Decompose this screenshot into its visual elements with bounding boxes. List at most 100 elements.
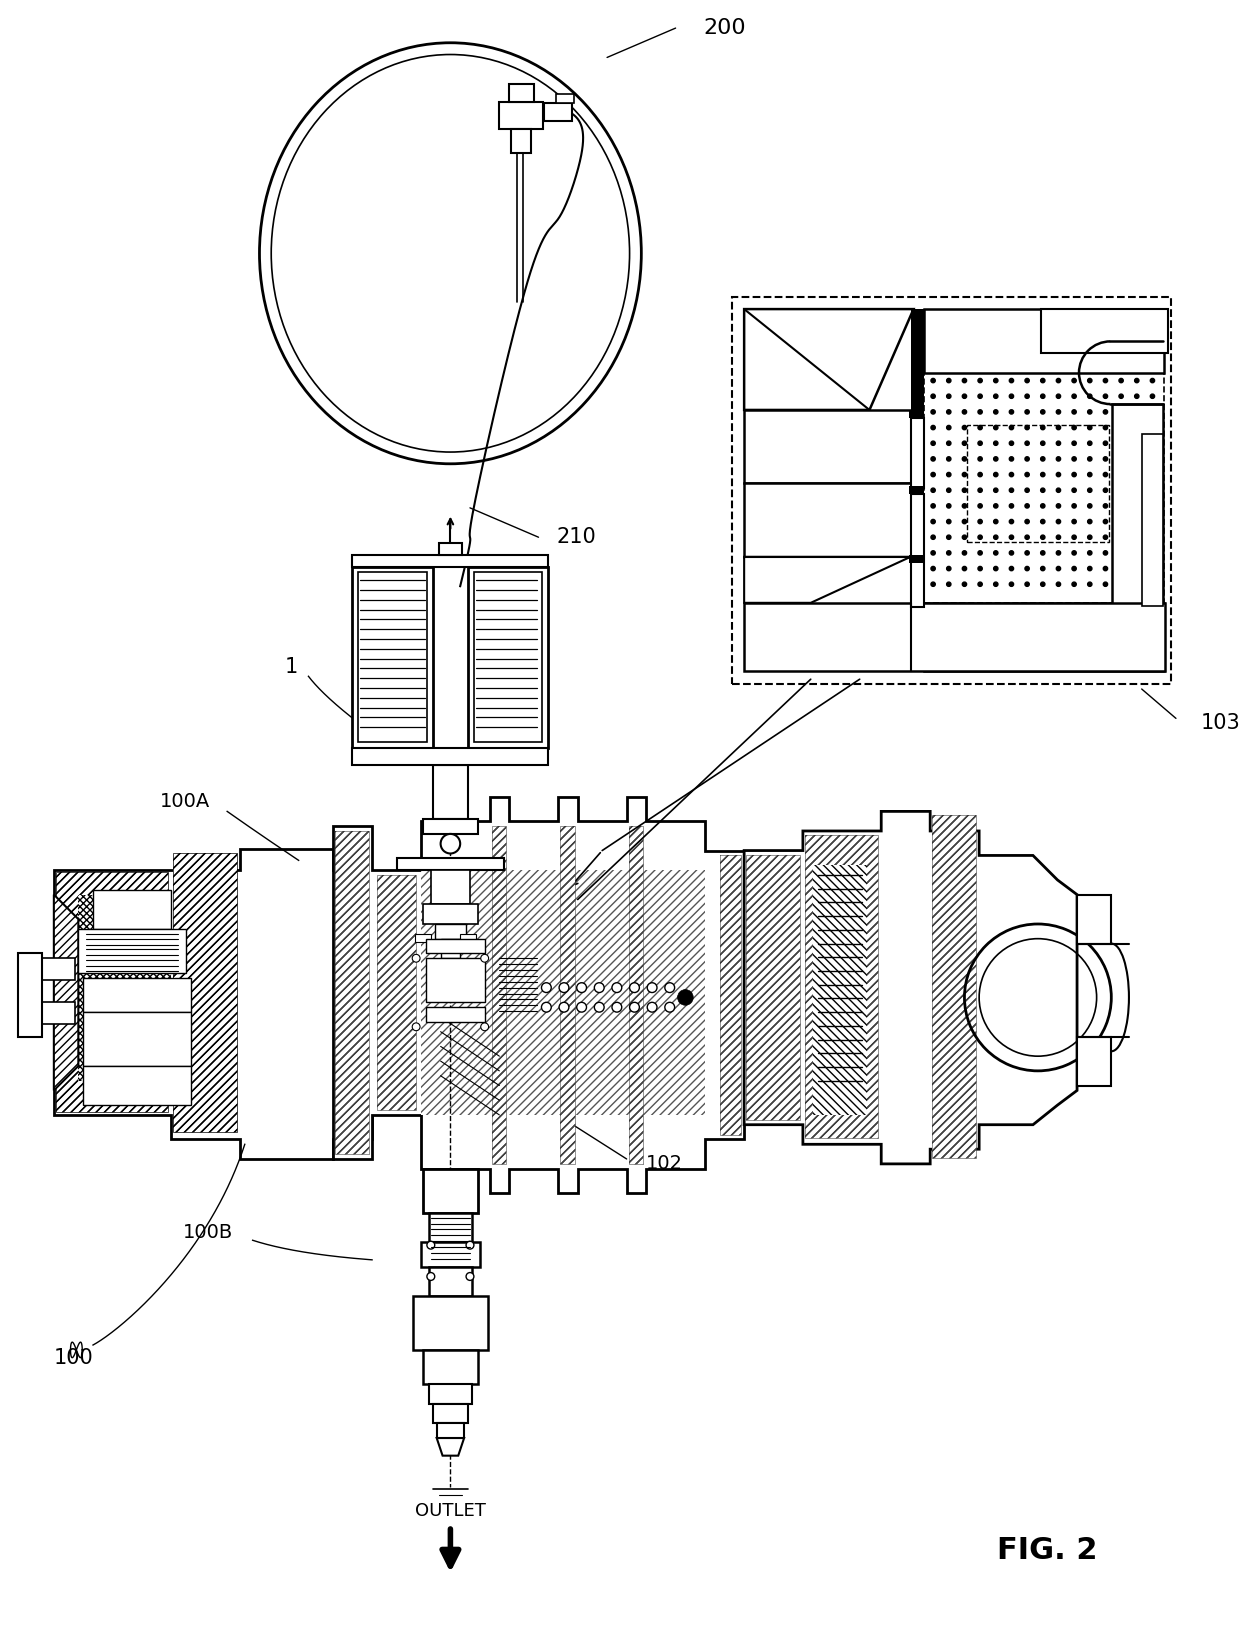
Bar bbox=[744, 483, 910, 557]
Circle shape bbox=[1087, 426, 1092, 430]
Circle shape bbox=[1135, 440, 1138, 445]
Circle shape bbox=[931, 426, 935, 430]
Circle shape bbox=[1135, 567, 1138, 570]
Circle shape bbox=[1025, 536, 1029, 539]
Bar bbox=[83, 978, 191, 1012]
Circle shape bbox=[931, 440, 935, 445]
Circle shape bbox=[613, 1002, 621, 1012]
Circle shape bbox=[1087, 519, 1092, 524]
Circle shape bbox=[1056, 457, 1060, 462]
Circle shape bbox=[1040, 473, 1045, 476]
Circle shape bbox=[1009, 394, 1013, 398]
Circle shape bbox=[1040, 394, 1045, 398]
Circle shape bbox=[993, 409, 998, 414]
Text: 102: 102 bbox=[646, 1155, 683, 1173]
Bar bbox=[397, 858, 505, 871]
Circle shape bbox=[1009, 473, 1013, 476]
Circle shape bbox=[1151, 409, 1154, 414]
Circle shape bbox=[1135, 582, 1138, 587]
Bar bbox=[425, 938, 485, 953]
Circle shape bbox=[1056, 536, 1060, 539]
Circle shape bbox=[1087, 457, 1092, 462]
Circle shape bbox=[647, 1002, 657, 1012]
Bar bbox=[335, 831, 370, 1153]
Circle shape bbox=[993, 504, 998, 508]
Circle shape bbox=[412, 955, 420, 963]
Circle shape bbox=[1056, 473, 1060, 476]
Circle shape bbox=[946, 488, 951, 493]
Bar bbox=[425, 958, 485, 1002]
Circle shape bbox=[466, 1240, 474, 1249]
Text: 1: 1 bbox=[285, 657, 299, 677]
Bar bbox=[436, 1423, 464, 1438]
Circle shape bbox=[993, 394, 998, 398]
Circle shape bbox=[978, 473, 982, 476]
Circle shape bbox=[931, 550, 935, 555]
Circle shape bbox=[1025, 550, 1029, 555]
Circle shape bbox=[1087, 504, 1092, 508]
Bar bbox=[1112, 404, 1163, 637]
Polygon shape bbox=[744, 309, 914, 411]
Circle shape bbox=[1071, 394, 1076, 398]
Circle shape bbox=[1056, 394, 1060, 398]
Bar bbox=[430, 871, 470, 904]
Circle shape bbox=[1151, 426, 1154, 430]
Circle shape bbox=[1009, 504, 1013, 508]
Circle shape bbox=[1025, 440, 1029, 445]
Bar bbox=[805, 835, 878, 1139]
Circle shape bbox=[1071, 567, 1076, 570]
Circle shape bbox=[1104, 378, 1107, 383]
Circle shape bbox=[1040, 582, 1045, 587]
Polygon shape bbox=[744, 812, 1078, 1163]
Ellipse shape bbox=[259, 43, 641, 463]
Bar bbox=[544, 104, 572, 122]
Text: FIG. 2: FIG. 2 bbox=[997, 1536, 1097, 1566]
Circle shape bbox=[946, 536, 951, 539]
Circle shape bbox=[542, 983, 552, 992]
Circle shape bbox=[1118, 582, 1123, 587]
Circle shape bbox=[1087, 550, 1092, 555]
Circle shape bbox=[1056, 582, 1060, 587]
Circle shape bbox=[931, 473, 935, 476]
Circle shape bbox=[978, 567, 982, 570]
Circle shape bbox=[427, 1273, 435, 1280]
Circle shape bbox=[1025, 378, 1029, 383]
Circle shape bbox=[978, 488, 982, 493]
Circle shape bbox=[440, 835, 460, 853]
Circle shape bbox=[1118, 426, 1123, 430]
Bar bbox=[352, 748, 548, 766]
Text: 103: 103 bbox=[1200, 713, 1240, 733]
Circle shape bbox=[1025, 394, 1029, 398]
Circle shape bbox=[559, 983, 569, 992]
Circle shape bbox=[931, 394, 935, 398]
Circle shape bbox=[1118, 440, 1123, 445]
Bar bbox=[78, 928, 186, 973]
Circle shape bbox=[1104, 536, 1107, 539]
Bar bbox=[910, 309, 924, 422]
Circle shape bbox=[647, 983, 657, 992]
Bar bbox=[629, 826, 644, 1163]
Circle shape bbox=[1087, 440, 1092, 445]
Circle shape bbox=[946, 378, 951, 383]
Circle shape bbox=[1151, 550, 1154, 555]
Circle shape bbox=[1151, 457, 1154, 462]
Circle shape bbox=[1071, 582, 1076, 587]
Circle shape bbox=[962, 582, 967, 587]
Bar bbox=[423, 1168, 477, 1213]
Circle shape bbox=[1025, 426, 1029, 430]
Bar bbox=[560, 826, 575, 1163]
Circle shape bbox=[594, 1002, 604, 1012]
Circle shape bbox=[978, 394, 982, 398]
Bar bbox=[83, 1066, 191, 1106]
Bar bbox=[352, 555, 548, 567]
Circle shape bbox=[1087, 567, 1092, 570]
Bar bbox=[429, 1383, 472, 1403]
Bar bbox=[358, 572, 427, 743]
Circle shape bbox=[993, 519, 998, 524]
Circle shape bbox=[1040, 440, 1045, 445]
Bar bbox=[429, 1213, 472, 1242]
Polygon shape bbox=[422, 871, 706, 1116]
Circle shape bbox=[466, 1273, 474, 1280]
Bar bbox=[744, 411, 910, 483]
Bar bbox=[174, 853, 237, 1132]
